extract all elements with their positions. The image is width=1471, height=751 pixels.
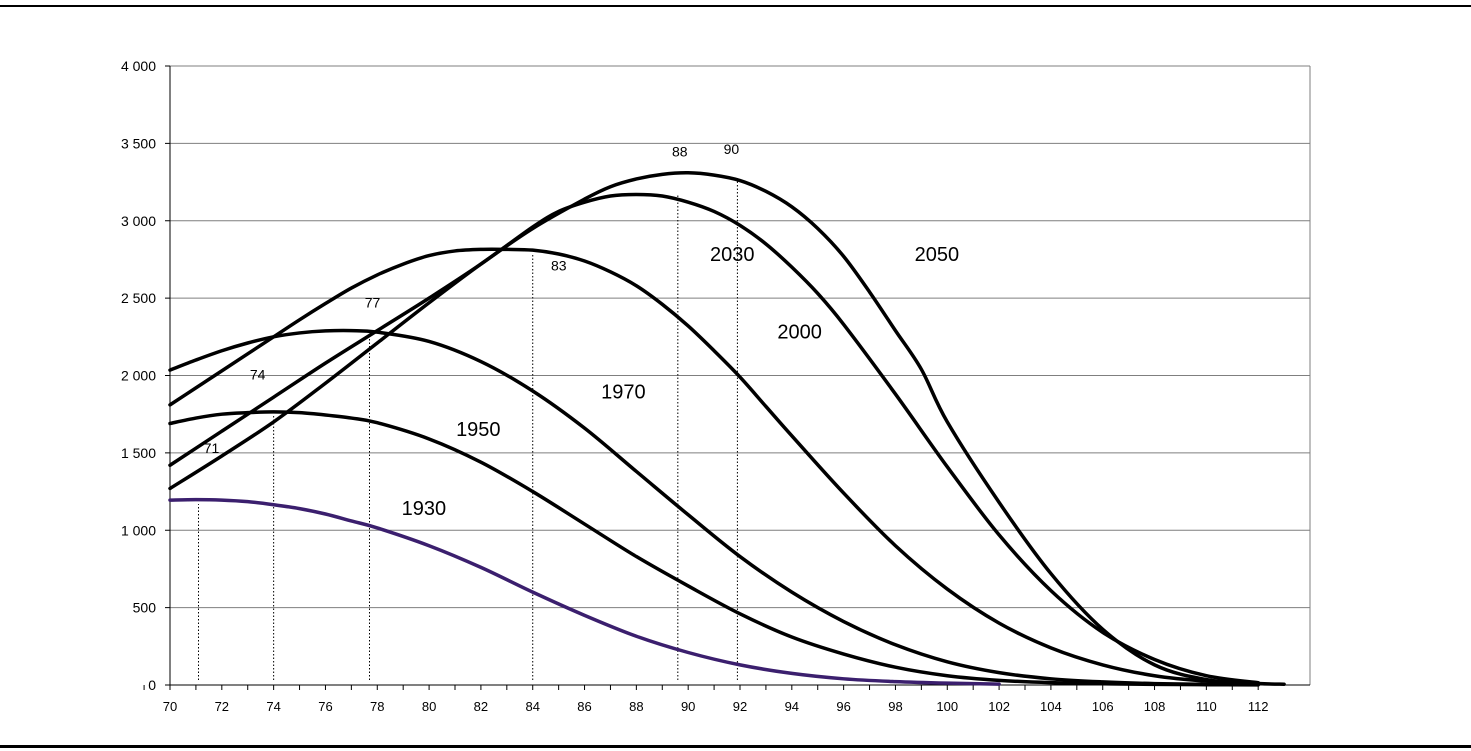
x-tick-label: 102 <box>988 699 1010 714</box>
x-tick-label: 70 <box>163 699 177 714</box>
bottom-rule <box>0 745 1471 748</box>
y-tick-label: 2 000 <box>121 368 156 384</box>
peak-marker-lines <box>198 176 738 680</box>
series-line-2000 <box>168 247 1260 686</box>
axes: 0 500 1 000 1 500 2 000 2 500 3 000 3 500 4 000 7… <box>121 58 1310 714</box>
y-tick-label: 500 <box>133 600 157 616</box>
x-tick-label: 108 <box>1144 699 1166 714</box>
peak-label-88: 88 <box>672 144 688 160</box>
series-label-1930: 1930 <box>402 498 447 520</box>
series-label-1970: 1970 <box>601 382 646 404</box>
y-tick-label: 1 500 <box>121 445 156 461</box>
series-line-1950 <box>168 410 1260 687</box>
y-tick-label: 2 500 <box>121 290 156 306</box>
y-tick-label: 1 000 <box>121 522 156 538</box>
x-tick-label: 88 <box>629 699 643 714</box>
x-tick-label: 94 <box>785 699 799 714</box>
series-line-1970 <box>168 328 1260 687</box>
x-tick-label: 96 <box>836 699 850 714</box>
peak-label-90: 90 <box>724 141 740 157</box>
series-line-2030 <box>168 192 1260 685</box>
peak-label-71: 71 <box>204 440 220 456</box>
gridlines <box>170 65 1311 685</box>
x-tick-label: 100 <box>936 699 958 714</box>
peak-label-77: 77 <box>365 294 381 310</box>
x-tick-label: 82 <box>474 699 488 714</box>
x-tick-label: 74 <box>266 699 280 714</box>
series-label-1950: 1950 <box>456 419 501 441</box>
y-tick-label: 0 <box>148 677 156 693</box>
x-tick-label: 110 <box>1196 699 1217 714</box>
y-tick-label: 3 500 <box>121 135 156 151</box>
series-line-1930 <box>168 497 1001 686</box>
peak-label-83: 83 <box>551 257 567 273</box>
x-tick-label: 86 <box>577 699 591 714</box>
x-tick-label: 112 <box>1248 699 1269 714</box>
x-tick-label: 76 <box>318 699 332 714</box>
x-tick-label: 90 <box>681 699 695 714</box>
x-tick-label: 84 <box>525 699 539 714</box>
x-tick-label: 106 <box>1092 699 1114 714</box>
x-tick-label: 72 <box>215 699 229 714</box>
x-tick-label: 92 <box>733 699 747 714</box>
x-tick-label: 98 <box>888 699 902 714</box>
x-tick-label: 80 <box>422 699 436 714</box>
annotations: 71 74 77 83 88 90 1930 1950 1970 2000 2030 2050 <box>204 141 959 520</box>
series-lines <box>168 171 1286 687</box>
x-tick-label: 78 <box>370 699 384 714</box>
y-tick-label: 3 000 <box>121 213 156 229</box>
y-tick-label: 4 000 <box>121 58 156 74</box>
series-label-2030: 2030 <box>710 244 755 266</box>
x-tick-label: 104 <box>1040 699 1062 714</box>
peak-label-74: 74 <box>250 366 266 382</box>
series-label-2050: 2050 <box>915 244 960 266</box>
top-rule <box>0 5 1471 7</box>
series-line-2050 <box>168 171 1286 686</box>
series-label-2000: 2000 <box>777 321 822 343</box>
